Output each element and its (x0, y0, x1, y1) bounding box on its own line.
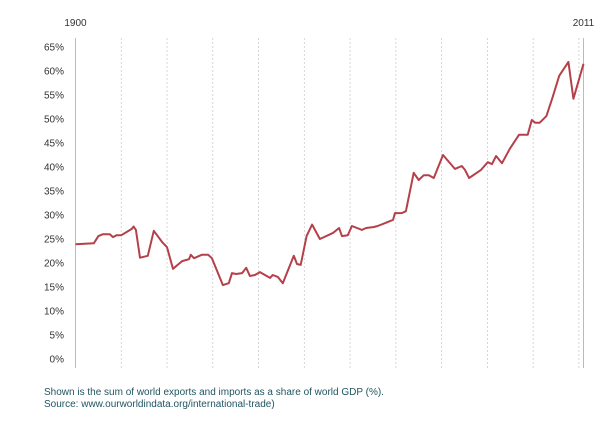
y-tick-label: 5% (50, 331, 65, 342)
x-end-label: 2011 (573, 18, 595, 29)
y-tick-label: 15% (44, 283, 64, 294)
y-tick-label: 60% (44, 67, 64, 78)
line-chart: 0% 5% 10% 15% 20% 25% 30% 35% 40% 45% 50% 55% 60% 65%… (44, 18, 595, 368)
y-tick-label: 35% (44, 187, 64, 198)
caption-description: Shown is the sum of world exports and im… (44, 387, 384, 398)
y-tick-label: 10% (44, 307, 64, 318)
x-start-label: 1900 (64, 18, 87, 29)
y-tick-label: 55% (44, 91, 64, 102)
y-tick-label: 65% (44, 43, 64, 54)
y-tick-label: 25% (44, 235, 64, 246)
y-tick-label: 45% (44, 139, 64, 150)
y-tick-label: 50% (44, 115, 64, 126)
y-tick-label: 30% (44, 211, 64, 222)
y-tick-label: 40% (44, 163, 64, 174)
series-line (75, 60, 585, 287)
caption-source: Source: www.ourworldindata.org/internati… (44, 399, 275, 410)
y-tick-label: 0% (50, 355, 65, 366)
y-tick-label: 20% (44, 259, 64, 270)
